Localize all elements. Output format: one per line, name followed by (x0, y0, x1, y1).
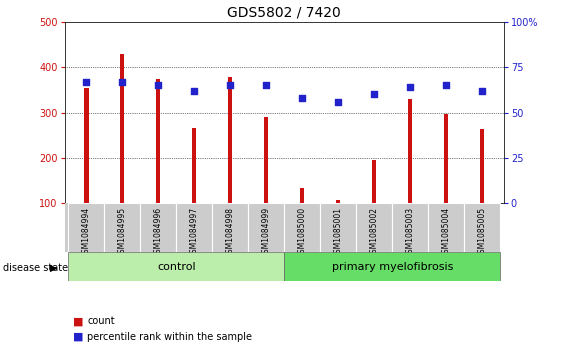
Bar (336, 200, 341, 203)
Text: GSM1084994: GSM1084994 (82, 207, 91, 258)
Bar (156, 79, 160, 203)
Point (262, 82, 271, 88)
Bar (392, 203, 428, 252)
Text: GSM1085003: GSM1085003 (406, 207, 415, 258)
Point (154, 82, 163, 88)
Point (118, 79, 127, 85)
Bar (372, 160, 377, 203)
Text: count: count (87, 316, 115, 326)
Bar (264, 117, 269, 203)
Point (370, 91, 379, 97)
Bar (228, 77, 233, 203)
Bar (444, 114, 449, 203)
Bar (428, 203, 464, 252)
Bar (356, 203, 392, 252)
Text: GSM1084997: GSM1084997 (190, 207, 199, 258)
Text: ▶: ▶ (50, 262, 57, 273)
Point (298, 95, 307, 101)
Point (226, 82, 235, 88)
Point (442, 82, 451, 88)
Text: GSM1084995: GSM1084995 (118, 207, 127, 258)
Text: GSM1085000: GSM1085000 (298, 207, 307, 258)
Point (190, 88, 199, 94)
Bar (120, 54, 124, 203)
Text: GSM1085005: GSM1085005 (478, 207, 487, 258)
Text: ■: ■ (73, 332, 84, 342)
Bar (68, 252, 284, 281)
Point (478, 88, 487, 94)
Text: GSM1084999: GSM1084999 (262, 207, 271, 258)
Bar (104, 203, 140, 252)
Bar (192, 129, 196, 203)
Bar (284, 203, 320, 252)
Point (334, 99, 343, 105)
Point (82, 79, 91, 85)
Text: GSM1084998: GSM1084998 (226, 207, 235, 258)
Text: percentile rank within the sample: percentile rank within the sample (87, 332, 252, 342)
Bar (284, 252, 501, 281)
Bar (176, 203, 212, 252)
Bar (212, 203, 248, 252)
Bar (320, 203, 356, 252)
Text: primary myelofibrosis: primary myelofibrosis (332, 262, 453, 272)
Text: GSM1085004: GSM1085004 (442, 207, 451, 258)
Bar (408, 99, 413, 203)
Text: GSM1085002: GSM1085002 (370, 207, 379, 258)
Bar (140, 203, 176, 252)
Bar (84, 87, 88, 203)
Text: disease state: disease state (3, 262, 68, 273)
Bar (68, 203, 104, 252)
Text: ■: ■ (73, 316, 84, 326)
Bar (480, 129, 484, 203)
Text: control: control (157, 262, 195, 272)
Bar (464, 203, 501, 252)
Point (406, 84, 415, 90)
Bar (300, 188, 305, 203)
Title: GDS5802 / 7420: GDS5802 / 7420 (227, 5, 341, 19)
Text: GSM1084996: GSM1084996 (154, 207, 163, 258)
Text: GSM1085001: GSM1085001 (334, 207, 343, 258)
Bar (248, 203, 284, 252)
